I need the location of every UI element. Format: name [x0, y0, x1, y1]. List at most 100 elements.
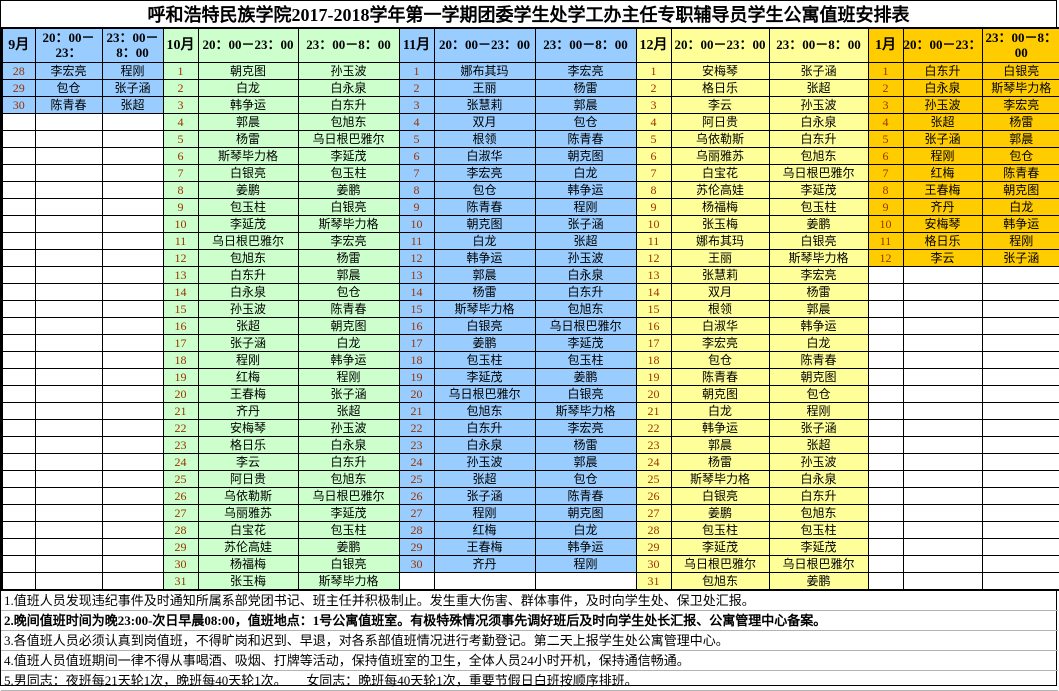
- duty-name-cell: 斯琴毕力格: [297, 215, 400, 233]
- date-cell: [1, 181, 36, 199]
- duty-name-cell: 乌日根巴雅尔: [768, 164, 869, 182]
- date-cell: [1, 368, 36, 386]
- date-cell: [867, 300, 904, 318]
- duty-name-cell: 陈青春: [981, 164, 1059, 182]
- duty-name-cell: 乌依勒斯: [670, 130, 770, 148]
- date-cell: 3: [398, 96, 435, 114]
- duty-name-cell: 白东升: [197, 266, 299, 284]
- date-cell: [1, 419, 36, 437]
- duty-name-cell: 娜布其玛: [433, 62, 536, 80]
- date-cell: 28: [1, 62, 36, 80]
- date-cell: 13: [635, 266, 672, 284]
- duty-name-cell: [902, 266, 983, 284]
- duty-name-cell: 斯琴毕力格: [197, 147, 299, 165]
- date-cell: [867, 504, 904, 522]
- duty-name-cell: [34, 538, 103, 556]
- duty-name-cell: 斯琴毕力格: [433, 300, 536, 318]
- duty-name-cell: [34, 181, 103, 199]
- roster-table: 9月 20：00－23： 23：00－8：00 10月 20：00－23：00 23：00…: [1, 27, 1059, 591]
- duty-name-cell: 乌丽雅苏: [670, 147, 770, 165]
- date-cell: 20: [635, 385, 672, 403]
- duty-name-cell: 朝克图: [297, 317, 400, 335]
- duty-name-cell: 郭晨: [433, 266, 536, 284]
- duty-name-cell: 斯琴毕力格: [534, 402, 637, 420]
- duty-name-cell: 孙玉波: [297, 62, 400, 80]
- duty-name-cell: 韩争运: [534, 538, 637, 556]
- table-row: 29 包仓 张子涵 2 白龙 白永泉 2 王丽 杨雷 2 格日乐 张超 2 白永泉 斯琴毕力格: [1, 79, 1059, 97]
- duty-name-cell: 程刚: [297, 368, 400, 386]
- date-cell: 26: [398, 487, 435, 505]
- duty-name-cell: 红梅: [433, 521, 536, 539]
- date-cell: [1, 164, 36, 182]
- duty-name-cell: 陈青春: [768, 351, 869, 369]
- date-cell: 24: [635, 453, 672, 471]
- date-cell: 18: [398, 351, 435, 369]
- date-cell: [1, 504, 36, 522]
- duty-name-cell: 白永泉: [534, 266, 637, 284]
- duty-name-cell: 乌日根巴雅尔: [297, 487, 400, 505]
- duty-name-cell: [101, 555, 164, 573]
- date-cell: 19: [162, 368, 199, 386]
- duty-name-cell: [34, 402, 103, 420]
- duty-name-cell: 李宏亮: [534, 62, 637, 80]
- duty-name-cell: 张子涵: [433, 487, 536, 505]
- date-cell: [867, 521, 904, 539]
- duty-name-cell: [34, 232, 103, 250]
- duty-name-cell: 包仓: [34, 79, 103, 97]
- duty-name-cell: 斯琴毕力格: [981, 79, 1059, 97]
- duty-name-cell: 程刚: [433, 504, 536, 522]
- date-cell: 28: [398, 521, 435, 539]
- duty-name-cell: [902, 470, 983, 488]
- duty-name-cell: [101, 402, 164, 420]
- duty-name-cell: [101, 538, 164, 556]
- page-title: 呼和浩特民族学院2017-2018学年第一学期团委学生处学工办主任专职辅导员学生…: [147, 5, 910, 25]
- date-cell: [1, 351, 36, 369]
- table-row: 28 李宏亮 程刚 1 朝克图 孙玉波 1 娜布其玛 李宏亮 1 安梅琴 张子涵 1 白东升 白银亮: [1, 62, 1059, 80]
- duty-name-cell: 孙玉波: [768, 96, 869, 114]
- date-cell: 4: [867, 113, 904, 131]
- date-cell: [1, 130, 36, 148]
- duty-name-cell: [981, 504, 1059, 522]
- duty-name-cell: [101, 453, 164, 471]
- duty-name-cell: 张超: [768, 436, 869, 454]
- duty-name-cell: 阿日贵: [670, 113, 770, 131]
- date-cell: 12: [867, 249, 904, 267]
- table-row: 20 王春梅 张子涵 20 乌日根巴雅尔 白银亮 20 朝克图 包仓: [1, 385, 1059, 403]
- duty-name-cell: 张子涵: [197, 334, 299, 352]
- date-cell: [867, 419, 904, 437]
- duty-name-cell: [34, 130, 103, 148]
- duty-name-cell: 陈青春: [670, 368, 770, 386]
- duty-name-cell: [101, 504, 164, 522]
- duty-name-cell: 张超: [433, 470, 536, 488]
- duty-name-cell: 张超: [101, 96, 164, 114]
- date-cell: 19: [398, 368, 435, 386]
- duty-name-cell: 韩争运: [534, 181, 637, 199]
- duty-name-cell: [902, 453, 983, 471]
- duty-name-cell: [902, 402, 983, 420]
- duty-name-cell: 包玉柱: [670, 521, 770, 539]
- date-cell: 22: [398, 419, 435, 437]
- duty-name-cell: 格日乐: [902, 232, 983, 250]
- duty-name-cell: 郭晨: [670, 436, 770, 454]
- duty-name-cell: [34, 300, 103, 318]
- duty-name-cell: [902, 283, 983, 301]
- duty-name-cell: 包仓: [981, 147, 1059, 165]
- date-cell: 11: [867, 232, 904, 250]
- duty-name-cell: 安梅琴: [197, 419, 299, 437]
- duty-name-cell: 乌丽雅苏: [197, 504, 299, 522]
- table-row: 7 白银亮 包玉柱 7 李宏亮 白龙 7 白宝花 乌日根巴雅尔 7 红梅 陈青春: [1, 164, 1059, 182]
- date-cell: [1, 215, 36, 233]
- duty-name-cell: 杨雷: [981, 113, 1059, 131]
- duty-name-cell: [101, 351, 164, 369]
- shift1-header-1: 20：00－23：00: [197, 27, 299, 63]
- table-row: 16 张超 朝克图 16 白银亮 乌日根巴雅尔 16 白淑华 韩争运: [1, 317, 1059, 335]
- duty-name-cell: [34, 317, 103, 335]
- table-row: 25 阿日贵 包旭东 25 张超 包仓 25 斯琴毕力格 白永泉: [1, 470, 1059, 488]
- duty-name-cell: [101, 130, 164, 148]
- duty-name-cell: [981, 436, 1059, 454]
- date-cell: 6: [867, 147, 904, 165]
- duty-name-cell: 韩争运: [297, 351, 400, 369]
- duty-name-cell: 娜布其玛: [670, 232, 770, 250]
- duty-name-cell: 白永泉: [297, 79, 400, 97]
- duty-name-cell: 白永泉: [297, 436, 400, 454]
